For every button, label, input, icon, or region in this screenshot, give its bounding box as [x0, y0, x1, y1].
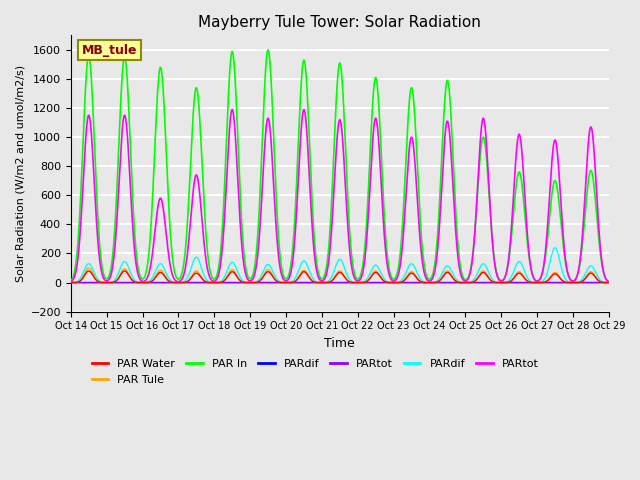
X-axis label: Time: Time [324, 337, 355, 350]
Text: MB_tule: MB_tule [81, 44, 137, 57]
Legend: PAR Water, PAR Tule, PAR In, PARdif, PARtot, PARdif, PARtot: PAR Water, PAR Tule, PAR In, PARdif, PAR… [87, 355, 543, 389]
Title: Mayberry Tule Tower: Solar Radiation: Mayberry Tule Tower: Solar Radiation [198, 15, 481, 30]
Y-axis label: Solar Radiation (W/m2 and umol/m2/s): Solar Radiation (W/m2 and umol/m2/s) [15, 65, 25, 282]
